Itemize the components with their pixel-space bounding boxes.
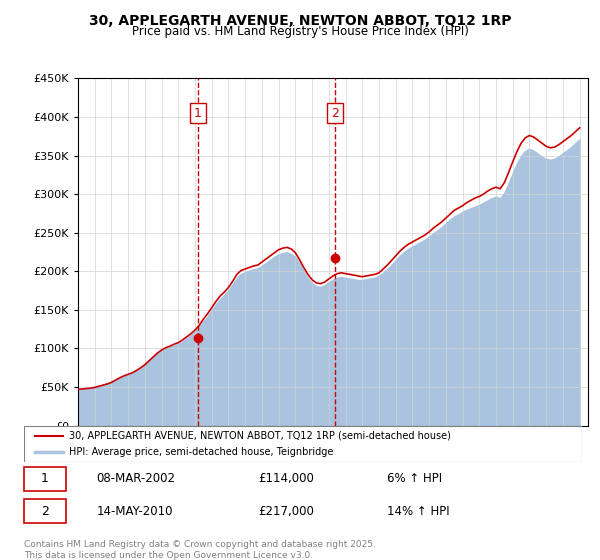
Text: 2: 2	[41, 505, 49, 517]
Text: 1: 1	[194, 106, 202, 120]
Text: 6% ↑ HPI: 6% ↑ HPI	[387, 473, 442, 486]
Text: 14-MAY-2010: 14-MAY-2010	[97, 505, 173, 517]
Text: 1: 1	[41, 473, 49, 486]
Text: Contains HM Land Registry data © Crown copyright and database right 2025.
This d: Contains HM Land Registry data © Crown c…	[24, 540, 376, 560]
Text: Price paid vs. HM Land Registry's House Price Index (HPI): Price paid vs. HM Land Registry's House …	[131, 25, 469, 38]
Text: HPI: Average price, semi-detached house, Teignbridge: HPI: Average price, semi-detached house,…	[68, 447, 333, 457]
Text: 2: 2	[331, 106, 339, 120]
Text: 08-MAR-2002: 08-MAR-2002	[97, 473, 176, 486]
FancyBboxPatch shape	[24, 466, 66, 491]
Text: £217,000: £217,000	[259, 505, 314, 517]
FancyBboxPatch shape	[24, 426, 582, 462]
Text: £114,000: £114,000	[259, 473, 314, 486]
Text: 14% ↑ HPI: 14% ↑ HPI	[387, 505, 449, 517]
FancyBboxPatch shape	[24, 499, 66, 524]
Text: 30, APPLEGARTH AVENUE, NEWTON ABBOT, TQ12 1RP (semi-detached house): 30, APPLEGARTH AVENUE, NEWTON ABBOT, TQ1…	[68, 431, 451, 441]
Text: 30, APPLEGARTH AVENUE, NEWTON ABBOT, TQ12 1RP: 30, APPLEGARTH AVENUE, NEWTON ABBOT, TQ1…	[89, 14, 511, 28]
